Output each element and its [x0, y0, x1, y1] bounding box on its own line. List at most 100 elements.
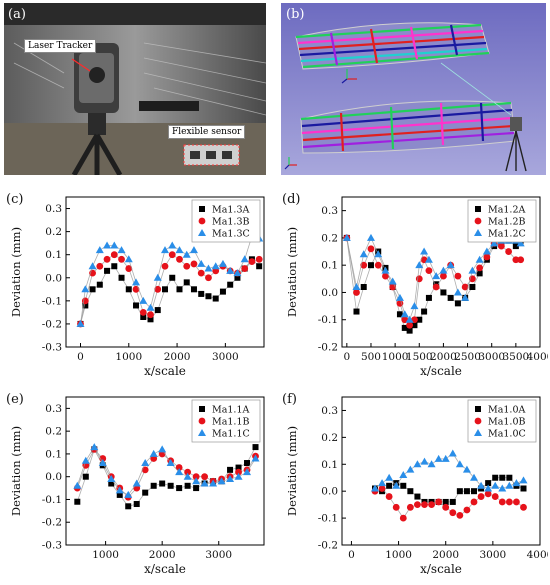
- data-point-circle: [513, 498, 520, 506]
- x-tick-label: 0: [348, 549, 355, 561]
- data-point-triangle: [448, 449, 457, 457]
- legend-entry: Ma1.0A: [488, 405, 525, 416]
- data-point-triangle: [168, 241, 177, 249]
- data-point-square: [82, 302, 89, 309]
- data-point-circle: [192, 473, 200, 481]
- x-tick-label: 3000: [478, 351, 505, 363]
- data-point-circle: [461, 283, 469, 291]
- sensor-render-3d: (b): [281, 3, 546, 175]
- data-point-square: [476, 270, 483, 277]
- data-point-square: [183, 279, 190, 286]
- y-tick-label: 0.3: [45, 203, 62, 215]
- plot-frame: [65, 196, 265, 348]
- x-tick-label: 2000: [430, 351, 457, 363]
- y-tick-label: -0.3: [42, 540, 62, 552]
- legend-entry: Ma1.2C: [488, 229, 526, 240]
- data-point-square: [360, 284, 367, 290]
- data-point-square: [205, 293, 212, 300]
- data-point-circle: [241, 265, 249, 272]
- data-point-circle: [517, 256, 525, 264]
- data-point-triangle: [427, 460, 436, 468]
- data-point-triangle: [107, 474, 116, 482]
- data-point-triangle: [110, 241, 119, 249]
- data-point-square: [244, 460, 251, 467]
- data-point-triangle: [410, 302, 419, 310]
- data-point-circle: [201, 473, 209, 481]
- data-point-triangle: [251, 454, 260, 462]
- data-point-triangle: [149, 449, 158, 457]
- data-point-circle: [415, 275, 423, 283]
- data-point-circle: [470, 498, 478, 506]
- data-point-triangle: [175, 246, 184, 254]
- data-point-triangle: [182, 250, 191, 258]
- chart-panel-label: (e): [6, 392, 24, 407]
- data-point-circle: [139, 308, 147, 316]
- data-point-circle: [477, 493, 485, 500]
- data-point-triangle: [209, 479, 218, 487]
- data-point-circle: [367, 245, 375, 253]
- data-point-circle: [435, 498, 443, 506]
- data-point-circle: [110, 251, 118, 259]
- flexible-sensor-callout: Flexible sensor: [168, 125, 246, 139]
- data-point-square: [463, 488, 470, 495]
- data-point-square: [89, 286, 96, 293]
- deviation-chart-e: (e) -0.3 -0.2 -0.1 0.0 0.1 0.2 0.3 1000 2000 3000 x…: [6, 392, 265, 576]
- data-point-triangle: [468, 266, 477, 274]
- panel-label-b: (b): [286, 7, 305, 22]
- data-point-triangle: [192, 477, 201, 485]
- y-tick-label: -0.1: [42, 494, 62, 506]
- data-point-triangle: [204, 264, 213, 272]
- x-axis-label: x/scale: [144, 364, 186, 378]
- legend-marker-triangle: [198, 229, 206, 236]
- legend-entry: Ma1.0C: [488, 429, 526, 440]
- data-point-square: [454, 300, 461, 307]
- data-point-triangle: [455, 460, 464, 468]
- data-point-triangle: [392, 481, 401, 489]
- series-fit-line: [80, 254, 260, 324]
- data-point-circle: [190, 260, 198, 268]
- data-point-triangle: [446, 261, 455, 269]
- x-tick-label: 2000: [164, 351, 191, 363]
- chart-panel-label: (c): [6, 192, 23, 207]
- data-point-triangle: [399, 471, 408, 479]
- data-point-square: [147, 316, 154, 323]
- data-point-triangle: [240, 255, 249, 263]
- data-point-circle: [197, 269, 205, 277]
- deviation-chart-f: (f) -0.2 -0.1 0.0 0.1 0.2 0.3 0 1000 2000 3000 4000…: [282, 392, 550, 576]
- data-point-circle: [396, 299, 404, 307]
- data-point-circle: [483, 253, 491, 261]
- data-point-triangle: [388, 277, 397, 285]
- data-point-triangle: [197, 259, 206, 267]
- y-tick-label: 0.1: [321, 459, 338, 471]
- data-point-circle: [205, 274, 212, 282]
- data-point-triangle: [211, 262, 220, 270]
- data-point-triangle: [378, 479, 387, 487]
- data-point-triangle: [98, 459, 107, 467]
- data-point-triangle: [243, 468, 252, 476]
- data-point-triangle: [413, 460, 422, 468]
- y-tick-label: 0.2: [321, 232, 338, 244]
- legend-marker-square: [199, 406, 205, 412]
- data-point-square: [96, 281, 103, 288]
- data-point-circle: [168, 251, 176, 259]
- x-tick-label: 4000: [527, 351, 548, 363]
- data-point-circle: [505, 498, 513, 506]
- data-point-triangle: [371, 484, 379, 492]
- legend-marker-square: [475, 406, 481, 412]
- data-point-triangle: [81, 285, 90, 293]
- chart-panel-c: (c) -0.3 -0.2 -0.1 0.0 0.1 0.2 0.3 0 1000 2000 3000…: [0, 183, 272, 387]
- data-point-triangle: [95, 246, 104, 254]
- data-point-triangle: [432, 272, 441, 280]
- data-point-triangle: [117, 246, 126, 254]
- data-point-triangle: [132, 479, 141, 487]
- x-axis-label: x/scale: [420, 364, 462, 378]
- data-point-circle: [353, 289, 360, 296]
- legend-marker-square: [199, 206, 205, 212]
- data-point-square: [440, 289, 447, 296]
- y-tick-label: 0.0: [321, 486, 338, 498]
- data-point-square: [198, 290, 205, 297]
- y-axis-label: Deviation (mm): [285, 227, 299, 317]
- data-point-circle: [392, 503, 400, 511]
- y-axis-label: Deviation (mm): [285, 426, 299, 516]
- data-point-circle: [414, 501, 421, 509]
